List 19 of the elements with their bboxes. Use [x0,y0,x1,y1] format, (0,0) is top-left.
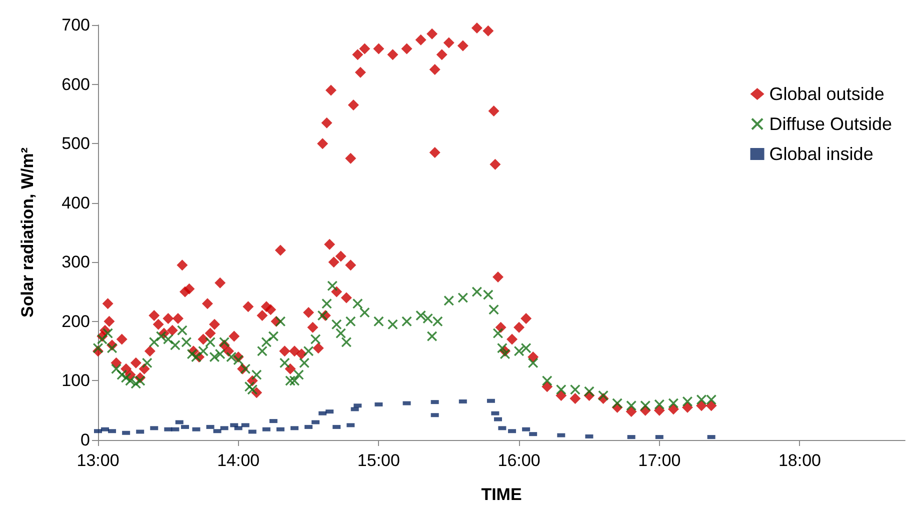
x-tick-label: 13:00 [76,451,120,470]
y-tick-label: 200 [62,312,90,331]
x-axis-title: TIME [481,485,522,504]
y-tick-label: 100 [62,371,90,390]
y-tick-label: 300 [62,252,90,272]
legend-label: Global inside [769,144,874,164]
y-tick-label: 0 [80,430,90,450]
y-tick-label: 600 [62,74,90,94]
x-tick-label: 15:00 [357,451,400,470]
legend-label: Global outside [769,84,884,104]
y-tick-label: 400 [62,193,90,212]
x-tick-label: 17:00 [638,451,681,470]
y-axis-title: Solar radiation, W/m² [18,147,37,318]
x-tick-label: 18:00 [778,451,822,470]
legend-label: Diffuse Outside [769,114,892,134]
y-tick-label: 700 [62,16,90,34]
y-tick-label: 500 [62,134,90,154]
x-tick-label: 14:00 [217,451,260,470]
x-tick-label: 16:00 [498,451,540,470]
